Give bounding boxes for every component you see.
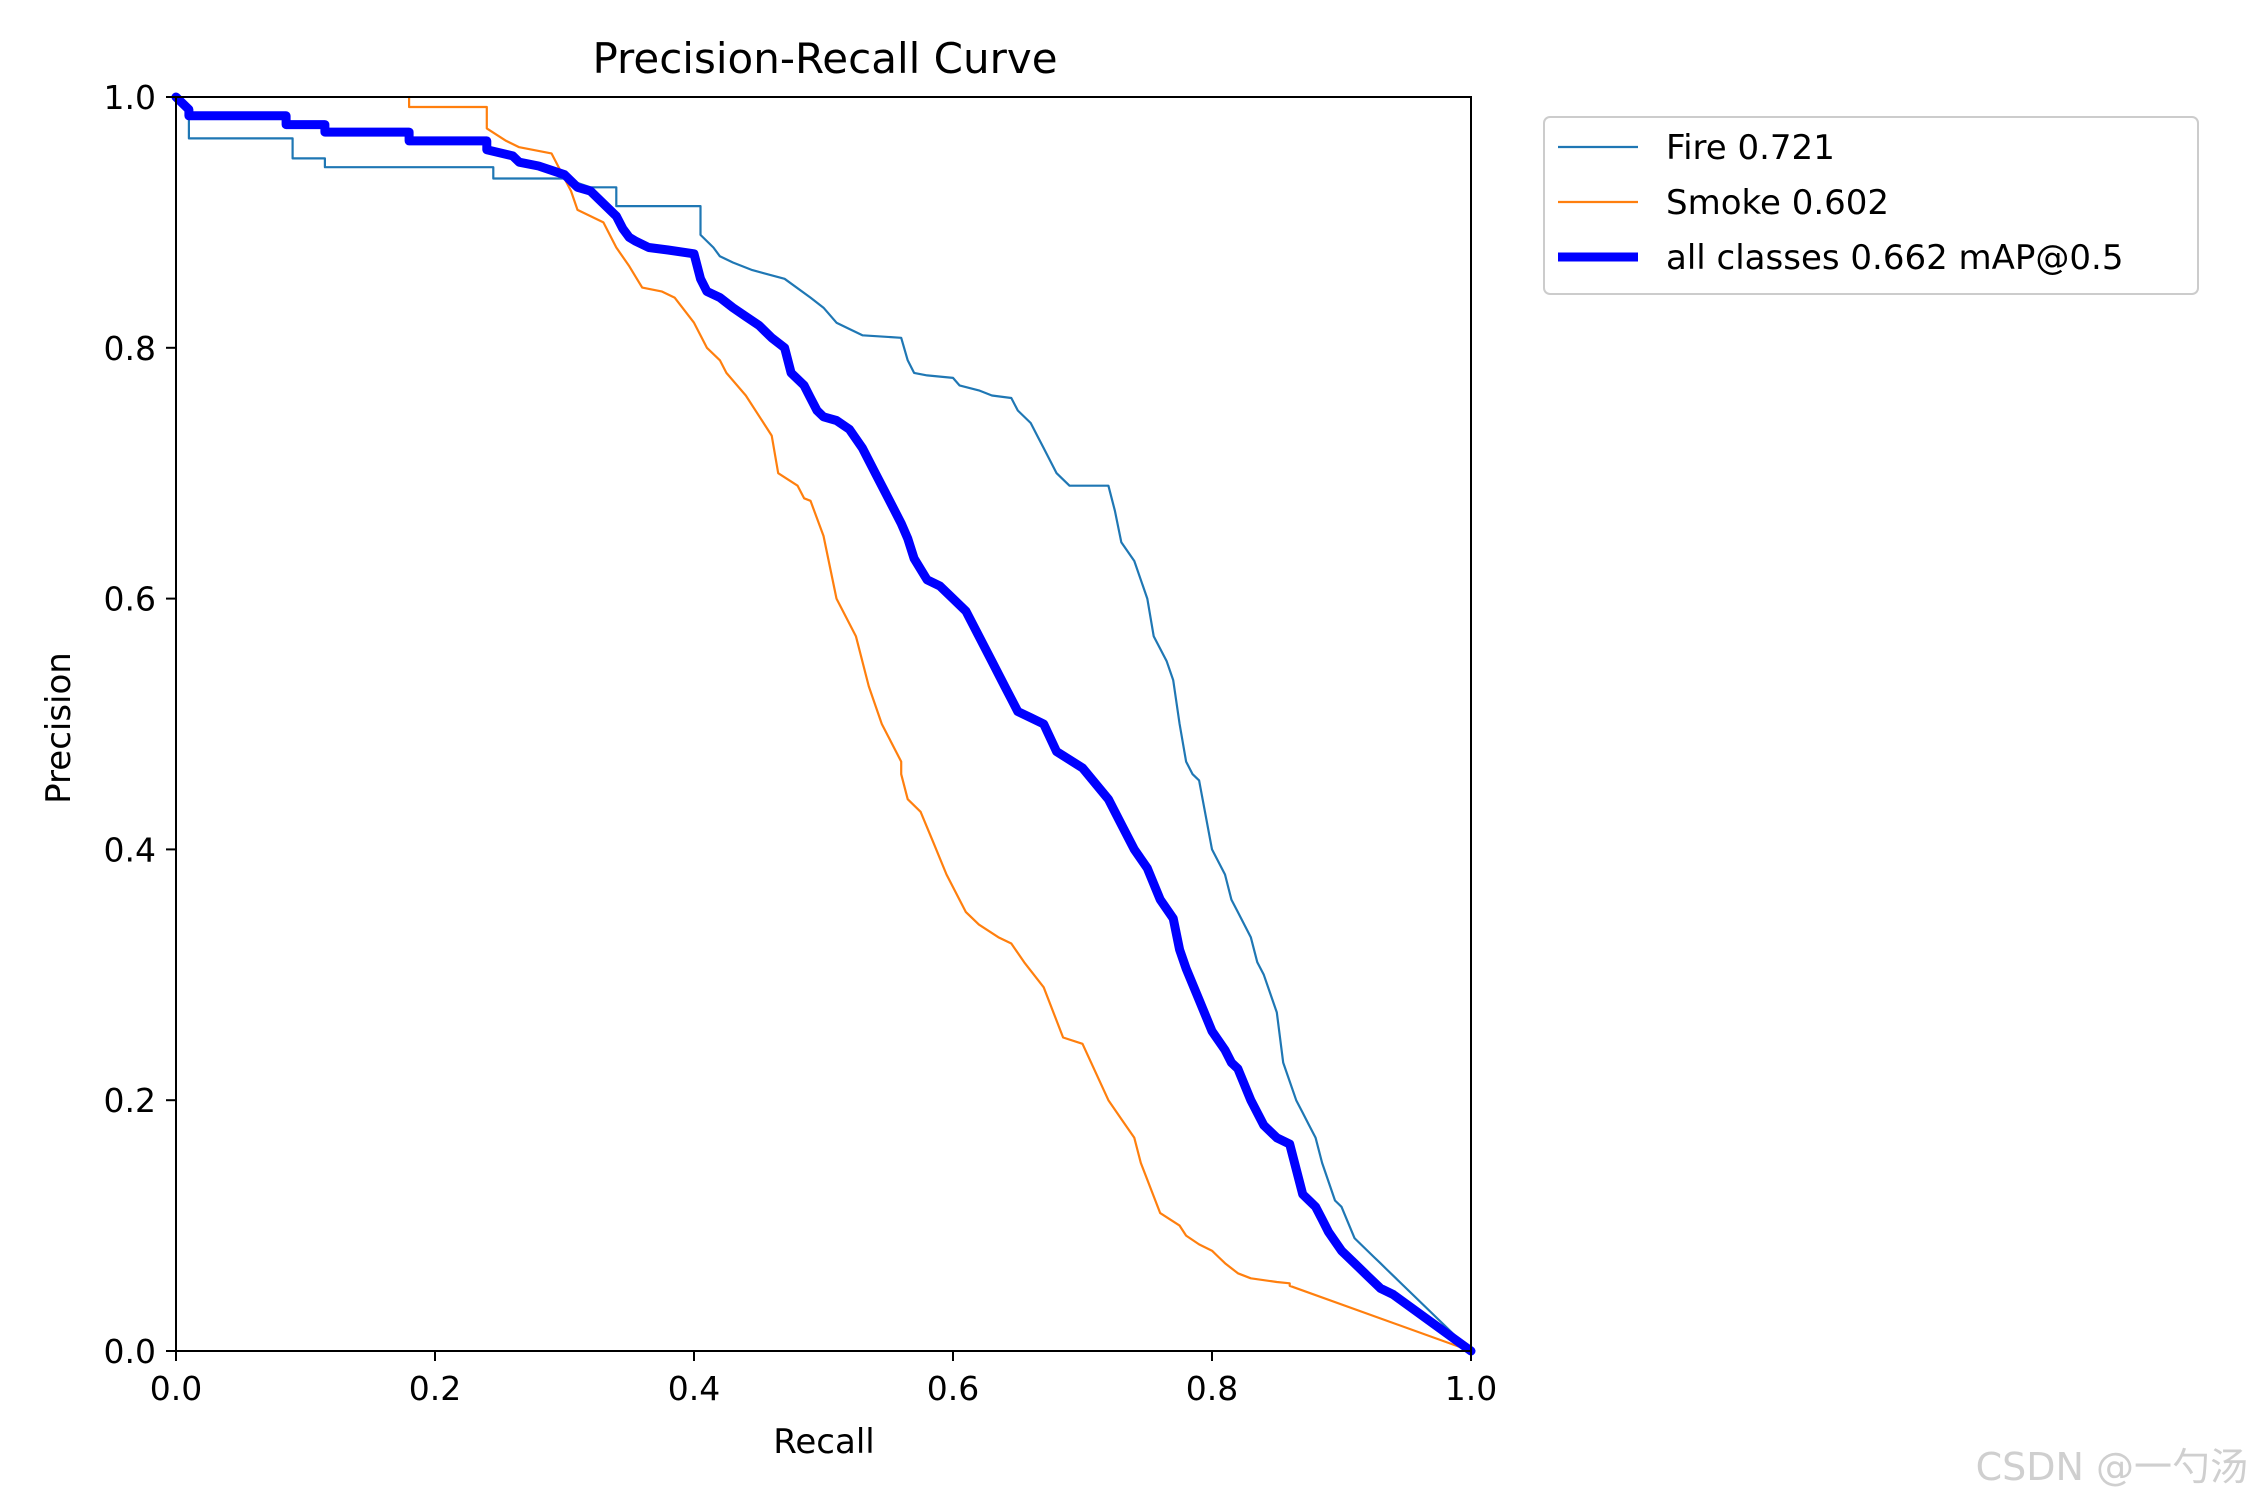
series-line-fire bbox=[174, 95, 1473, 1353]
x-tick-label: 0.0 bbox=[150, 1369, 202, 1408]
plot-area bbox=[176, 97, 1471, 1351]
x-axis-label: Recall bbox=[773, 1422, 874, 1462]
series-line-all-classes bbox=[171, 92, 1476, 1356]
y-tick-label: 0.0 bbox=[104, 1332, 156, 1371]
legend: Fire 0.721 Smoke 0.602 all classes 0.662… bbox=[1543, 116, 2199, 295]
y-tick-label: 0.6 bbox=[104, 580, 156, 619]
legend-label-smoke: Smoke 0.602 bbox=[1666, 183, 1889, 223]
chart-title: Precision-Recall Curve bbox=[592, 34, 1057, 83]
plot-frame bbox=[175, 96, 1472, 1352]
watermark-text: CSDN @一勺汤 bbox=[1976, 1445, 2248, 1489]
y-axis-label: Precision bbox=[39, 652, 79, 804]
legend-label-all-classes: all classes 0.662 mAP@0.5 bbox=[1666, 238, 2123, 278]
y-tick-label: 0.4 bbox=[104, 830, 156, 869]
legend-box bbox=[1543, 116, 2199, 295]
series-line-smoke bbox=[408, 95, 1473, 1353]
x-tick-label: 0.6 bbox=[927, 1369, 979, 1408]
series-layer bbox=[171, 92, 1476, 1356]
y-tick-label: 0.2 bbox=[104, 1081, 156, 1120]
x-tick-label: 0.8 bbox=[1186, 1369, 1238, 1408]
x-tick-label: 1.0 bbox=[1445, 1369, 1497, 1408]
legend-label-fire: Fire 0.721 bbox=[1666, 128, 1835, 168]
x-tick-label: 0.2 bbox=[409, 1369, 461, 1408]
x-tick-label: 0.4 bbox=[668, 1369, 720, 1408]
y-axis: 0.0 0.2 0.4 0.6 0.8 1.0 bbox=[104, 78, 176, 1371]
y-tick-label: 0.8 bbox=[104, 329, 156, 368]
y-tick-label: 1.0 bbox=[104, 78, 156, 117]
x-axis: 0.0 0.2 0.4 0.6 0.8 1.0 bbox=[150, 1351, 1497, 1408]
